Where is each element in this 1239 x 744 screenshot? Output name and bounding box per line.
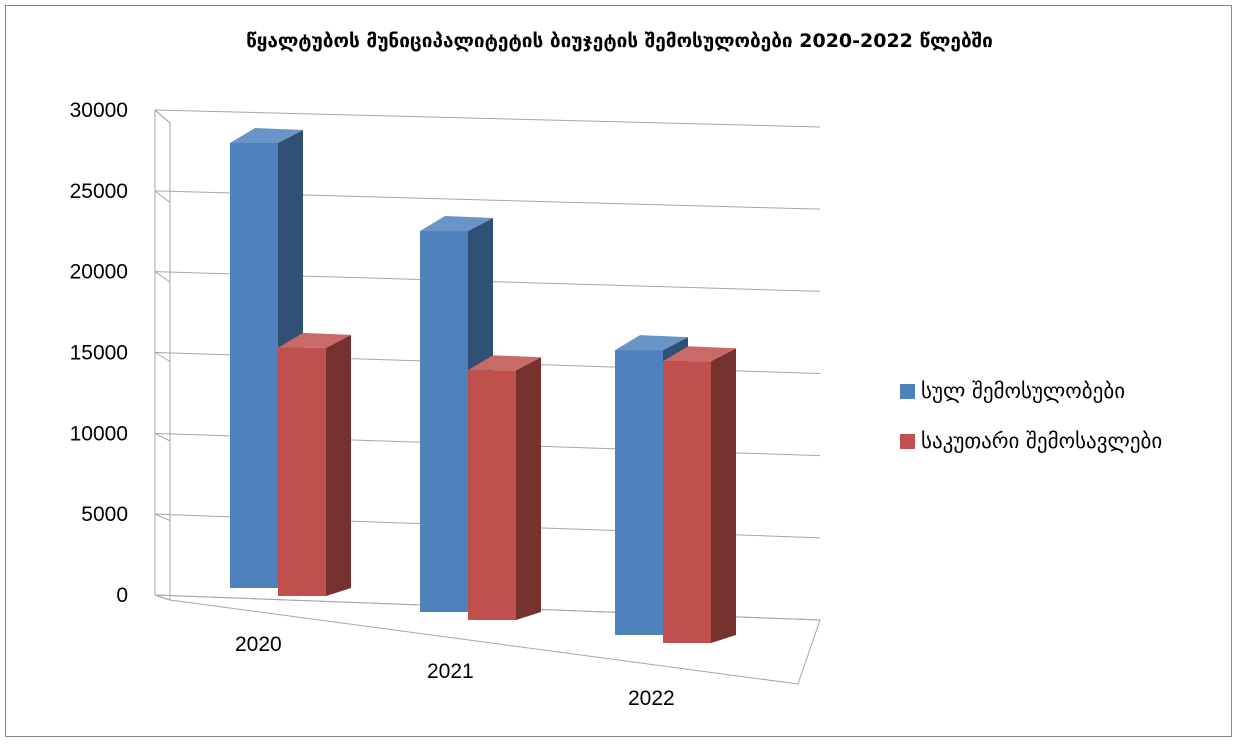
legend-item-total: სულ შემოსულობები (900, 366, 1162, 416)
bar-top-face (615, 335, 688, 351)
x-tick-label: 2022 (628, 687, 675, 710)
bar-top-face (230, 128, 303, 143)
side-gridline (154, 352, 171, 362)
bar-top-face (468, 355, 541, 371)
y-tick-label: 0 (116, 584, 128, 607)
side-gridline (154, 109, 171, 124)
y-tick-label: 15000 (70, 342, 128, 365)
y-tick-label: 5000 (81, 503, 128, 526)
legend-label-total: სულ შემოსულობები (921, 379, 1126, 403)
bar-front-face (663, 361, 711, 643)
bar-front-face (420, 231, 468, 612)
side-gridline (154, 271, 171, 283)
bar-front-face (278, 347, 326, 596)
bar-own-2020 (278, 332, 351, 596)
x-tick-label: 2020 (235, 633, 282, 656)
side-gridline (154, 594, 171, 601)
bar-own-2021 (468, 355, 541, 620)
y-tick-label: 30000 (70, 99, 128, 122)
legend-swatch-own (900, 433, 915, 449)
x-axis-tick-labels: 2020 2021 2022 (235, 633, 675, 710)
bar-side-face (326, 334, 351, 596)
bar-side-face (711, 348, 736, 643)
legend-label-own: საკუთარი შემოსავლები (921, 429, 1163, 453)
y-tick-label: 10000 (70, 422, 128, 445)
y-tick-label: 25000 (70, 180, 128, 203)
bar-side-face (516, 357, 541, 620)
side-wall (154, 108, 171, 601)
gridline (154, 109, 821, 128)
y-tick-label: 20000 (70, 261, 128, 284)
bar-own-2022 (663, 346, 736, 643)
x-tick-label: 2021 (427, 660, 474, 683)
bar-top-face (420, 216, 493, 232)
side-gridline (154, 432, 171, 442)
side-gridline (154, 190, 171, 203)
bars (230, 128, 736, 643)
side-gridline (154, 513, 171, 521)
legend: სულ შემოსულობები საკუთარი შემოსავლები (900, 366, 1162, 466)
bar-front-face (615, 350, 663, 635)
bar-front-face (230, 143, 278, 588)
bar-top-face (278, 332, 351, 348)
chart-title: წყალტუბოს მუნიციპალიტეტის ბიუჯეტის შემოს… (246, 30, 993, 52)
legend-item-own: საკუთარი შემოსავლები (900, 416, 1162, 466)
y-axis-tick-labels: 0 5000 10000 15000 20000 25000 30000 (70, 99, 128, 607)
legend-swatch-total (900, 383, 915, 399)
bar-top-face (663, 346, 736, 362)
bar-front-face (468, 370, 516, 620)
